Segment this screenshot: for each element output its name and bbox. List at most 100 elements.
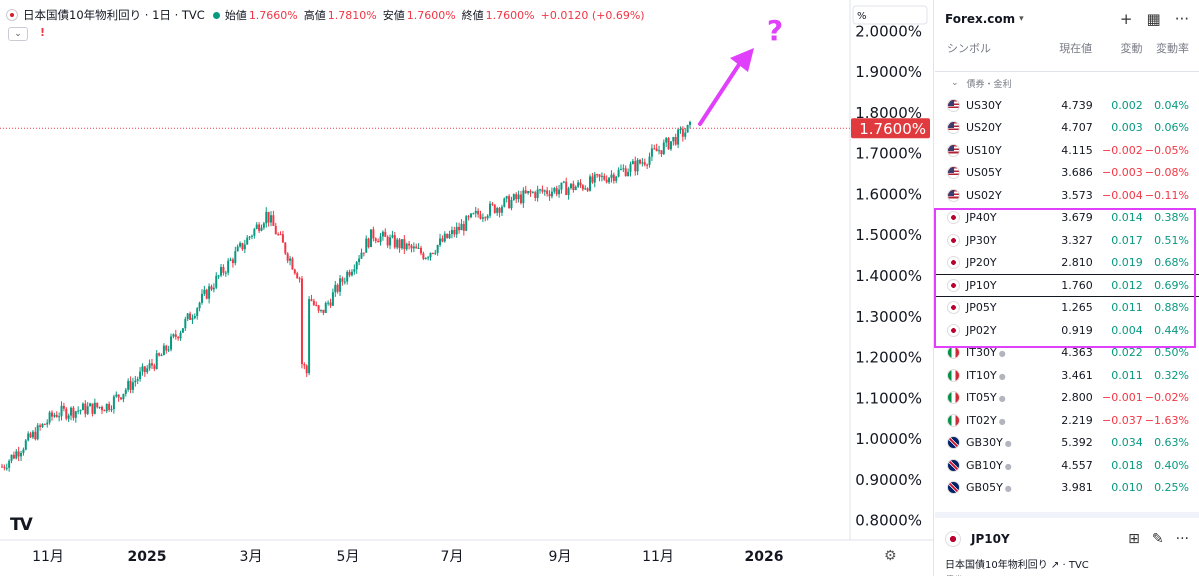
column-last[interactable]: 現在値 xyxy=(1059,42,1093,55)
candle-body xyxy=(339,278,342,292)
watchlist-row-us30y[interactable]: US30Y 4.739 0.002 0.04% xyxy=(935,94,1199,117)
watchlist-row-it02y[interactable]: IT02Y ● 2.219 −0.037 −1.63% xyxy=(935,409,1199,432)
watchlist-row-gb30y[interactable]: GB30Y ● 5.392 0.034 0.63% xyxy=(935,432,1199,455)
watchlist-row-gb10y[interactable]: GB10Y ● 4.557 0.018 0.40% xyxy=(935,454,1199,477)
row-last: 3.981 xyxy=(1061,481,1093,495)
add-symbol-icon[interactable]: + xyxy=(1119,10,1133,28)
column-change-percent[interactable]: 変動率 xyxy=(1155,42,1189,55)
candle-body xyxy=(577,182,580,187)
candle-body xyxy=(220,266,223,276)
candle-body xyxy=(336,284,339,292)
candle-body xyxy=(112,396,115,410)
watchlist-row-jp02y[interactable]: JP02Y 0.919 0.004 0.44% xyxy=(935,319,1199,342)
advanced-view-icon[interactable]: ▦ xyxy=(1146,10,1161,28)
candle-body xyxy=(658,150,661,152)
candle-body xyxy=(155,353,158,369)
edit-icon[interactable]: ✎ xyxy=(1151,531,1164,547)
candle-body xyxy=(265,211,268,224)
y-tick-label: 1.1000% xyxy=(855,389,922,407)
candle-body xyxy=(424,258,427,260)
watchlist-row-jp20y[interactable]: JP20Y 2.810 0.019 0.68% xyxy=(935,252,1199,275)
candle-body xyxy=(291,258,294,270)
layout-grid-icon[interactable]: ⊞ xyxy=(1128,531,1140,547)
row-change: 0.017 xyxy=(1111,233,1143,247)
row-last: 5.392 xyxy=(1061,436,1093,450)
candle-body xyxy=(212,287,215,290)
candle-body xyxy=(248,236,251,238)
watchlist-row-jp10y[interactable]: JP10Y 1.760 0.012 0.69% xyxy=(935,274,1199,297)
row-symbol: JP05Y xyxy=(966,301,997,315)
gear-icon[interactable]: ⚙ xyxy=(884,548,897,564)
candle-body xyxy=(355,262,358,270)
row-change: −0.003 xyxy=(1102,166,1143,180)
watchlist-row-it05y[interactable]: IT05Y ● 2.800 −0.001 −0.02% xyxy=(935,387,1199,410)
candle-body xyxy=(429,252,432,258)
candle-body xyxy=(569,183,572,189)
external-link-icon[interactable]: ↗ · xyxy=(1050,560,1069,571)
y-tick-label: 1.3000% xyxy=(855,308,922,326)
watchlist-row-us20y[interactable]: US20Y 4.707 0.003 0.06% xyxy=(935,117,1199,140)
watchlist-row-us05y[interactable]: US05Y 3.686 −0.003 −0.08% xyxy=(935,162,1199,185)
more-icon[interactable]: ··· xyxy=(1175,531,1189,547)
watchlist-title[interactable]: Forex.com xyxy=(945,12,1016,26)
candle-body xyxy=(258,224,261,231)
watchlist-rows: US30Y 4.739 0.002 0.04% US20Y 4.707 0.003 0.06%… xyxy=(935,94,1199,506)
symbol-title[interactable]: 日本国債10年物利回り · 1日 · TVC xyxy=(23,8,205,22)
candle-body xyxy=(70,407,73,416)
price-chart[interactable]: %2.0000% 1.9000% 1.8000% 1.7000% 1.6000% 1.50… xyxy=(0,0,934,576)
candle-body xyxy=(255,224,258,229)
collapse-legend-button[interactable]: ⌄ xyxy=(8,27,28,41)
section-header[interactable]: ⌄ 債券・金利 xyxy=(935,72,1199,94)
candle-body xyxy=(555,188,558,195)
watchlist-row-jp05y[interactable]: JP05Y 1.265 0.011 0.88% xyxy=(935,297,1199,320)
x-tick-label: 2026 xyxy=(745,549,784,565)
candle-body xyxy=(298,278,301,280)
tradingview-logo[interactable]: TV xyxy=(10,515,33,535)
column-symbol[interactable]: シンボル xyxy=(947,42,991,55)
column-change[interactable]: 変動 xyxy=(1120,42,1143,55)
section-label: 債券・金利 xyxy=(966,79,1012,90)
watchlist-panel: Forex.com ▾ + ▦ ··· シンボル 現在値 変動 変動率 ⌄ 債券… xyxy=(935,0,1199,576)
watchlist-row-gb05y[interactable]: GB05Y ● 3.981 0.010 0.25% xyxy=(935,477,1199,500)
row-change-percent: −0.05% xyxy=(1144,143,1190,157)
candle-body xyxy=(627,171,630,177)
us-flag-icon xyxy=(947,121,960,135)
watchlist-row-us02y[interactable]: US02Y 3.573 −0.004 −0.11% xyxy=(935,184,1199,207)
candle-body xyxy=(353,269,356,272)
row-symbol: JP30Y xyxy=(966,233,997,247)
candle-body xyxy=(1,466,3,468)
jp-flag-icon xyxy=(947,301,960,315)
candle-body xyxy=(198,302,201,309)
chevron-down-icon[interactable]: ▾ xyxy=(1019,14,1024,24)
row-last: 2.219 xyxy=(1061,413,1093,427)
chart-panel[interactable]: % 2.0000% 1.9000% 1.8000% 1.7000% 1.6000% 1.50… xyxy=(0,0,934,576)
candle-body xyxy=(565,181,568,195)
row-last: 4.557 xyxy=(1061,458,1093,472)
close-label: 終値 xyxy=(461,9,484,22)
candle-body xyxy=(81,403,84,411)
watchlist-row-jp30y[interactable]: JP30Y 3.327 0.017 0.51% xyxy=(935,229,1199,252)
row-change: 0.034 xyxy=(1111,436,1143,450)
more-icon[interactable]: ··· xyxy=(1174,10,1189,28)
candle-body xyxy=(322,309,325,313)
us-flag-icon xyxy=(947,143,960,157)
details-symbol[interactable]: JP10Y xyxy=(971,532,1010,546)
row-change: 0.011 xyxy=(1111,368,1143,382)
candle-body xyxy=(343,281,346,283)
candle-body xyxy=(77,410,80,412)
candle-body xyxy=(412,246,415,249)
watchlist-row-jp40y[interactable]: JP40Y 3.679 0.014 0.38% xyxy=(935,207,1199,230)
candle-body xyxy=(29,433,32,438)
candle-body xyxy=(686,124,689,133)
row-change: −0.002 xyxy=(1102,143,1143,157)
candle-body xyxy=(381,231,384,237)
it-flag-icon xyxy=(947,346,960,360)
watchlist-row-it10y[interactable]: IT10Y ● 3.461 0.011 0.32% xyxy=(935,364,1199,387)
watchlist-row-it30y[interactable]: IT30Y ● 4.363 0.022 0.50% xyxy=(935,342,1199,365)
candle-body xyxy=(665,138,668,143)
watchlist-row-us10y[interactable]: US10Y 4.115 −0.002 −0.05% xyxy=(935,139,1199,162)
alert-icon[interactable]: ! xyxy=(40,26,46,39)
candle-body xyxy=(31,431,34,438)
candle-body xyxy=(117,394,120,398)
candle-body xyxy=(43,423,46,425)
